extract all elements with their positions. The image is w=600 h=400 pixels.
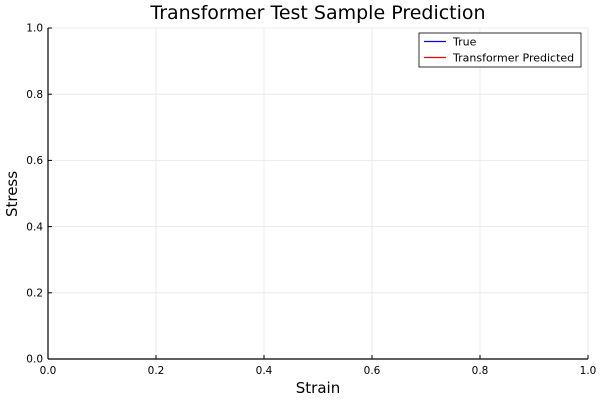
legend-label-true: True	[452, 36, 477, 49]
x-tick-label: 0.2	[148, 365, 165, 377]
y-tick-label: 0.4	[26, 221, 43, 233]
x-axis-label: Strain	[296, 379, 340, 397]
x-tick-label: 0.6	[364, 365, 381, 377]
y-tick-label: 0.2	[26, 288, 43, 300]
y-tick-label: 0.8	[26, 89, 43, 101]
legend-item-transformer-predicted: Transformer Predicted	[424, 52, 574, 65]
y-tick-label: 1.0	[26, 23, 43, 35]
x-tick-label: 0.4	[256, 365, 273, 377]
legend: True Transformer Predicted	[418, 32, 582, 68]
chart-title: Transformer Test Sample Prediction	[149, 2, 485, 24]
legend-label-transformer-predicted: Transformer Predicted	[452, 52, 574, 65]
y-tick-label: 0.6	[26, 155, 43, 167]
x-tick-label: 1.0	[580, 365, 597, 377]
x-tick-label: 0.8	[472, 365, 489, 377]
axes	[47, 28, 588, 360]
legend-item-true: True	[424, 36, 477, 49]
legend-box	[418, 32, 582, 68]
ticks: 0.0 0.2 0.4 0.6 0.8 1.0 0.0 0.2 0.4 0.6 0.8 1.0	[26, 23, 596, 377]
y-axis-label: Stress	[3, 171, 21, 217]
x-tick-label: 0.0	[40, 365, 57, 377]
y-tick-label: 0.0	[26, 354, 43, 366]
